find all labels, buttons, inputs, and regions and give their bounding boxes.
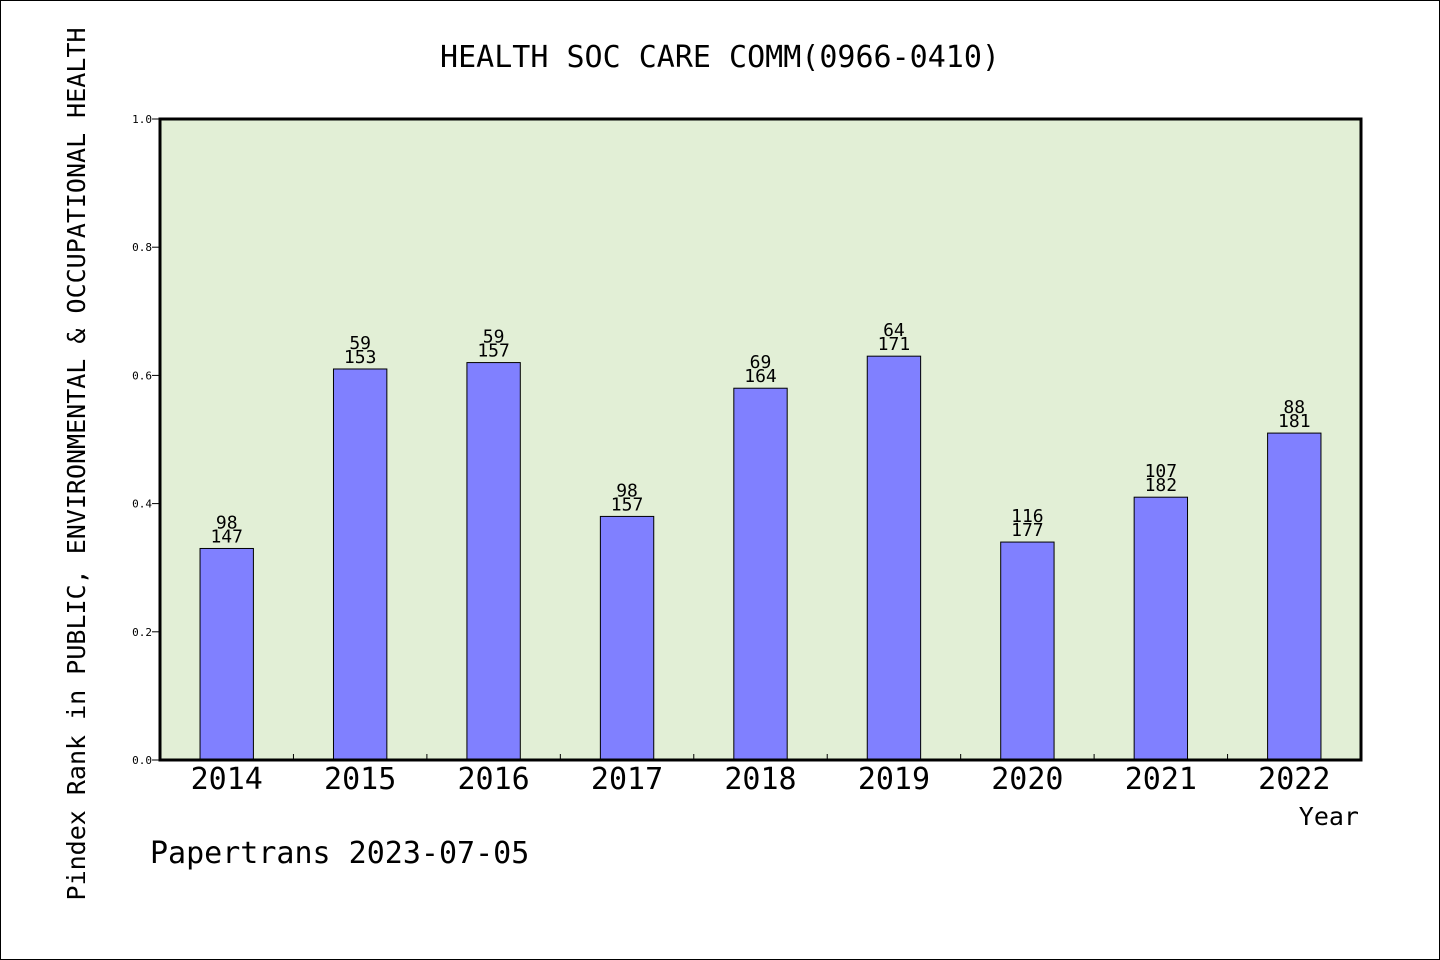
bar-2014 <box>199 547 254 761</box>
bar-2020 <box>1000 541 1055 761</box>
bar-2019 <box>866 355 922 761</box>
x-tick-label: 2022 <box>1258 762 1330 797</box>
bar-2015 <box>332 368 388 761</box>
bar-2021 <box>1133 496 1189 761</box>
y-tick-label: 0.0 <box>132 754 152 767</box>
bar-total-label: 182 <box>1145 475 1178 496</box>
bar-total-label: 164 <box>744 366 777 387</box>
bar-total-label: 181 <box>1278 411 1311 432</box>
bar-total-label: 171 <box>878 334 911 355</box>
plot-border <box>158 117 1363 762</box>
chart-title: HEALTH SOC CARE COMM(0966-0410) <box>440 40 1000 75</box>
bar-rank-label: 116 <box>1011 506 1044 527</box>
footer-credit: Papertrans 2023-07-05 <box>150 836 529 871</box>
bar-2017 <box>599 515 655 761</box>
bar-total-label: 153 <box>344 347 377 368</box>
bar-total-label: 147 <box>210 526 243 547</box>
y-tick-label: 0.6 <box>132 369 152 382</box>
bar-2022 <box>1267 432 1322 761</box>
x-tick-label: 2015 <box>324 762 396 797</box>
y-tick-label: 0.8 <box>132 241 152 254</box>
bar-2016 <box>466 362 521 761</box>
x-tick-label: 2016 <box>457 762 529 797</box>
bar-total-label: 177 <box>1011 520 1044 541</box>
x-axis-tick-labels: 2014 2015 2016 2017 2018 2019 2020 2021 2022 <box>191 762 1331 797</box>
bar-total-label: 157 <box>477 341 510 362</box>
bar-rank-label: 59 <box>483 327 505 348</box>
bar-rank-label: 88 <box>1283 397 1305 418</box>
bar-rank-label: 107 <box>1145 461 1178 482</box>
x-tick-label: 2020 <box>991 762 1063 797</box>
bar-total-label: 157 <box>611 494 644 515</box>
bar-rank-label: 69 <box>750 352 772 373</box>
x-tick-label: 2017 <box>591 762 663 797</box>
y-axis-label: Pindex Rank in PUBLIC, ENVIRONMENTAL & O… <box>62 28 91 901</box>
bar-rank-label: 98 <box>216 512 238 533</box>
bar-rank-label: 64 <box>883 320 905 341</box>
x-axis-label: Year <box>1299 802 1359 831</box>
y-tick-label: 0.2 <box>132 626 152 639</box>
bar-2018 <box>733 387 788 761</box>
bars <box>199 355 1322 761</box>
x-tick-label: 2014 <box>191 762 263 797</box>
x-tick-label: 2021 <box>1125 762 1197 797</box>
y-tick-label: 1.0 <box>132 113 152 126</box>
bar-rank-label: 98 <box>616 480 638 501</box>
y-axis-ticks: 0.0 0.2 0.4 0.6 0.8 1.0 <box>132 113 160 767</box>
bar-labels: 9814759153591579815769164641711161771071… <box>210 320 1310 547</box>
y-tick-label: 0.4 <box>132 498 152 511</box>
x-tick-label: 2018 <box>724 762 796 797</box>
x-tick-label: 2019 <box>858 762 930 797</box>
bar-rank-label: 59 <box>349 333 371 354</box>
